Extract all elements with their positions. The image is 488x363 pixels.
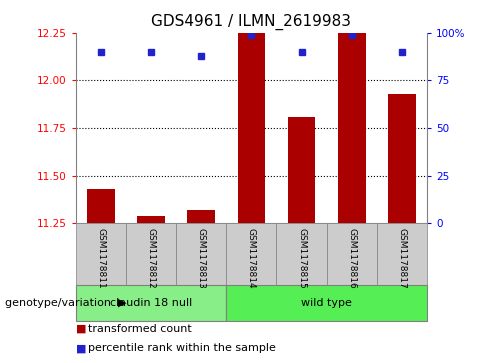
Bar	[187, 210, 215, 223]
Text: claudin 18 null: claudin 18 null	[110, 298, 192, 308]
Text: GSM1178813: GSM1178813	[197, 228, 205, 289]
Text: GSM1178812: GSM1178812	[146, 228, 156, 289]
Text: ■: ■	[76, 343, 86, 354]
Bar	[288, 117, 315, 223]
Text: transformed count: transformed count	[88, 323, 192, 334]
Text: genotype/variation  ▶: genotype/variation ▶	[5, 298, 126, 308]
Text: GSM1178811: GSM1178811	[96, 228, 105, 289]
Text: GSM1178816: GSM1178816	[347, 228, 356, 289]
Text: GSM1178817: GSM1178817	[397, 228, 407, 289]
Bar	[87, 189, 115, 223]
Text: ■: ■	[76, 323, 86, 334]
Title: GDS4961 / ILMN_2619983: GDS4961 / ILMN_2619983	[151, 14, 351, 30]
Bar	[238, 29, 265, 223]
Bar	[338, 29, 366, 223]
Text: GSM1178814: GSM1178814	[247, 228, 256, 289]
Text: percentile rank within the sample: percentile rank within the sample	[88, 343, 276, 354]
Text: wild type: wild type	[301, 298, 352, 308]
Text: GSM1178815: GSM1178815	[297, 228, 306, 289]
Bar	[137, 216, 165, 223]
Bar	[388, 94, 416, 223]
